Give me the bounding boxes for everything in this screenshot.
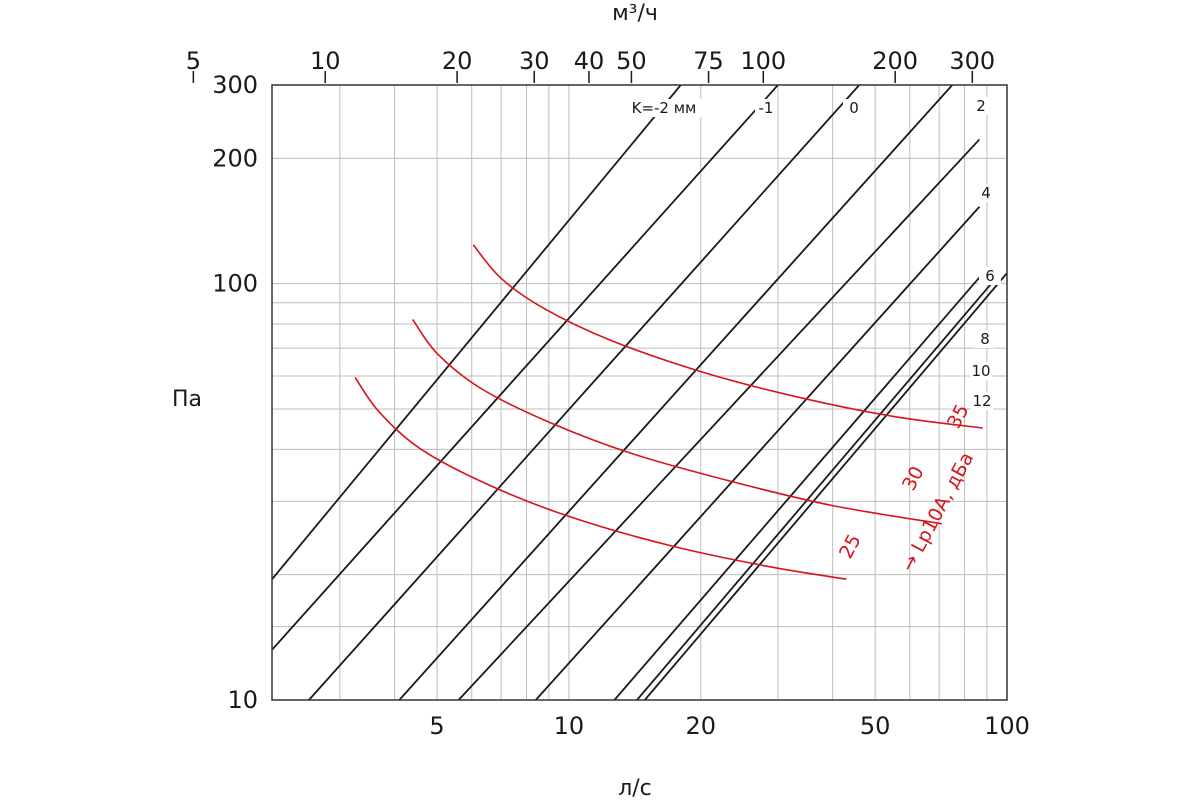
top-axis-title: м³/ч: [612, 1, 658, 26]
noise-curve-label: 30: [898, 463, 929, 495]
line-label-bg: [624, 99, 704, 117]
plot-frame: [271, 84, 1008, 701]
line-label-bg: [970, 362, 992, 380]
k-line-label: K=-2 мм: [632, 99, 697, 117]
noise-curve-label: 25: [835, 531, 866, 563]
k-line-label: 12: [972, 392, 991, 410]
top-tick-label: 200: [872, 47, 918, 75]
y-axis-title: Па: [172, 387, 202, 412]
line-label-bg: [755, 99, 777, 117]
line-label-bg: [975, 184, 997, 202]
k-line-label: 8: [980, 330, 990, 348]
noise-curve-label: 35: [943, 401, 974, 433]
top-tick-label: 300: [949, 47, 995, 75]
line-label-bg: [979, 267, 1001, 285]
line-label-bg: [974, 330, 996, 348]
y-tick-label: 300: [212, 71, 258, 99]
y-tick-label: 100: [212, 270, 258, 298]
y-tick-label: 10: [227, 686, 258, 714]
grid: [272, 85, 1007, 700]
k-line-label: 0: [849, 99, 859, 117]
k-line: [308, 85, 860, 700]
noise-curve: [472, 244, 983, 429]
x-tick-label: 10: [554, 712, 585, 740]
top-tick-label: 75: [693, 47, 724, 75]
k-line: [535, 206, 981, 700]
k-line-label: 10: [971, 362, 990, 380]
top-tick-label: 10: [310, 47, 341, 75]
k-line: [457, 138, 981, 700]
k-line-label: 4: [981, 184, 991, 202]
k-line: [272, 85, 779, 651]
k-line: [636, 275, 998, 700]
top-tick-label: 50: [616, 47, 647, 75]
k-line-label: -1: [759, 99, 774, 117]
top-tick-label: 20: [442, 47, 473, 75]
y-tick-label: 200: [212, 144, 258, 172]
k-lines: [272, 85, 1007, 700]
k-line: [398, 85, 953, 700]
k-line-label: 2: [976, 97, 986, 115]
k-line: [272, 85, 682, 580]
line-label-bg: [971, 392, 993, 410]
line-label-bg: [970, 97, 992, 115]
x-axis-title: л/с: [618, 776, 652, 800]
top-tick-label: 30: [519, 47, 550, 75]
x-tick-label: 20: [686, 712, 717, 740]
x-tick-label: 100: [984, 712, 1030, 740]
noise-curves: [354, 244, 983, 580]
k-line: [613, 276, 981, 700]
top-tick-label: 100: [740, 47, 786, 75]
line-label-bg: [843, 99, 865, 117]
noise-curve: [412, 319, 942, 525]
noise-curve: [354, 377, 847, 580]
top-tick-label: 5: [186, 47, 201, 75]
k-line-label: 6: [985, 267, 995, 285]
top-tick-label: 40: [574, 47, 605, 75]
x-tick-label: 50: [860, 712, 891, 740]
x-tick-label: 5: [429, 712, 444, 740]
k-line: [644, 272, 1007, 700]
